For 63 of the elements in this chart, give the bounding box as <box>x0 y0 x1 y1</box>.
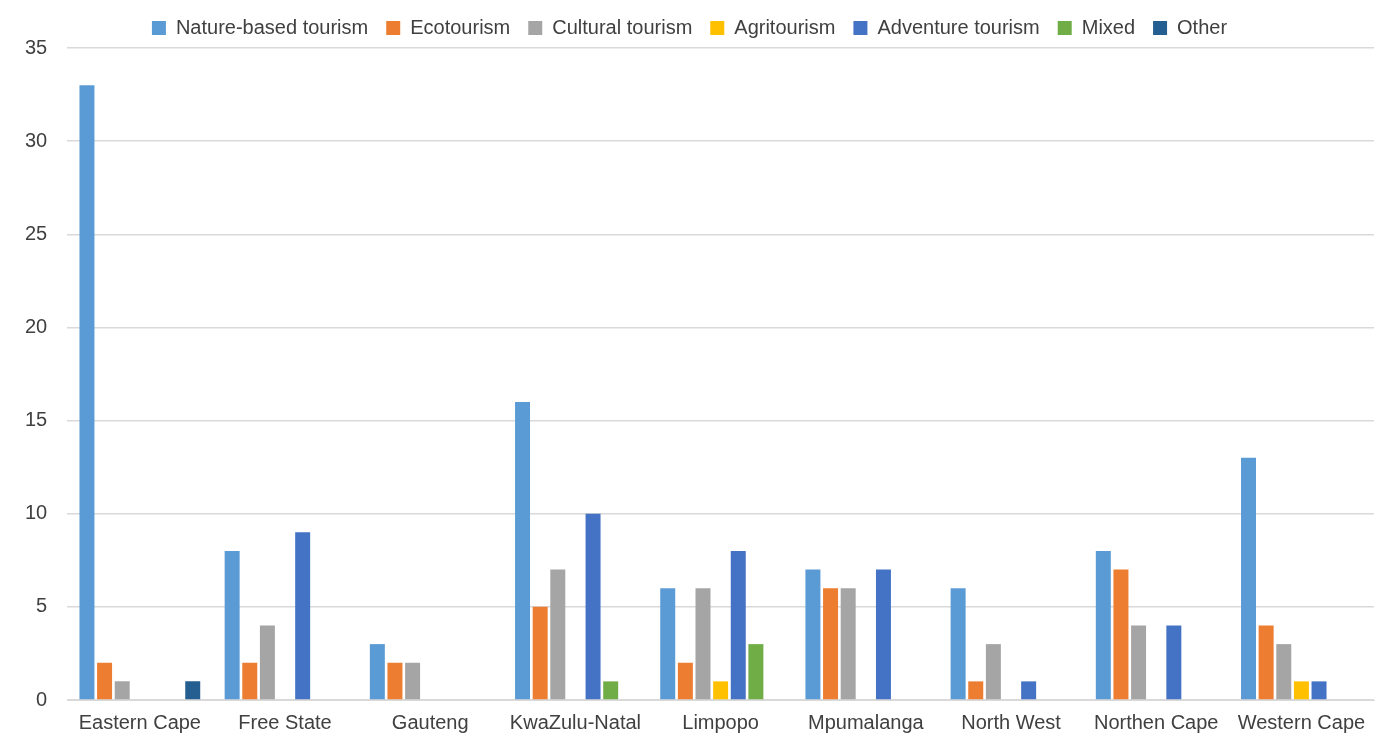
bar <box>985 644 1001 700</box>
bar <box>603 681 619 700</box>
bar <box>259 625 275 700</box>
bar <box>1021 681 1037 700</box>
x-tick-label: Mpumalanga <box>808 710 925 733</box>
x-tick-label: Free State <box>238 710 332 733</box>
bar <box>1276 644 1292 700</box>
bar <box>748 644 764 700</box>
bar <box>968 681 984 700</box>
bar <box>1293 681 1309 700</box>
y-tick-label: 5 <box>36 594 48 617</box>
bar <box>1258 625 1274 700</box>
x-tick-label: Limpopo <box>682 710 759 733</box>
bar <box>515 401 531 700</box>
y-tick-label: 15 <box>25 408 48 431</box>
bar <box>823 588 839 700</box>
bar <box>550 569 566 700</box>
bar <box>660 588 676 700</box>
x-tick-label: North West <box>961 710 1062 733</box>
bar <box>950 588 966 700</box>
bar <box>295 532 311 700</box>
legend-label: Mixed <box>1081 15 1136 38</box>
y-tick-label: 0 <box>36 687 48 710</box>
bar <box>97 662 113 700</box>
bar <box>405 662 421 700</box>
bar <box>532 606 548 700</box>
bar <box>1166 625 1182 700</box>
y-tick-label: 25 <box>25 221 48 244</box>
legend-label: Other <box>1177 15 1228 38</box>
x-tick-label: Northen Cape <box>1093 710 1219 733</box>
bar <box>1311 681 1327 700</box>
bar <box>875 569 891 700</box>
legend-label: Agritourism <box>734 15 836 38</box>
bar <box>805 569 821 700</box>
y-tick-label: 10 <box>25 501 48 524</box>
legend-label: Ecotourism <box>410 15 511 38</box>
bar <box>1131 625 1147 700</box>
bar <box>387 662 403 700</box>
bar <box>730 550 746 700</box>
bar <box>242 662 258 700</box>
x-tick-label: KwaZulu-Natal <box>509 710 642 733</box>
legend-label: Cultural tourism <box>552 15 693 38</box>
bar <box>185 681 201 700</box>
bar <box>695 588 711 700</box>
x-tick-label: Eastern Cape <box>78 710 201 733</box>
bar <box>224 550 240 700</box>
legend-label: Adventure tourism <box>877 15 1040 38</box>
bar <box>713 681 729 700</box>
x-tick-label: Western Cape <box>1237 710 1366 733</box>
bar <box>1241 457 1256 700</box>
y-tick-label: 35 <box>25 35 48 58</box>
y-tick-label: 30 <box>25 128 48 151</box>
bar <box>1113 569 1129 700</box>
x-tick-label: Gauteng <box>391 710 469 733</box>
bar <box>677 662 693 700</box>
legend-label: Nature-based tourism <box>175 15 369 38</box>
bar <box>79 85 95 700</box>
bar <box>585 513 601 700</box>
bar <box>840 588 856 700</box>
bar <box>369 644 385 700</box>
bar <box>1095 550 1111 700</box>
bar <box>114 681 130 700</box>
y-tick-label: 20 <box>25 314 48 337</box>
